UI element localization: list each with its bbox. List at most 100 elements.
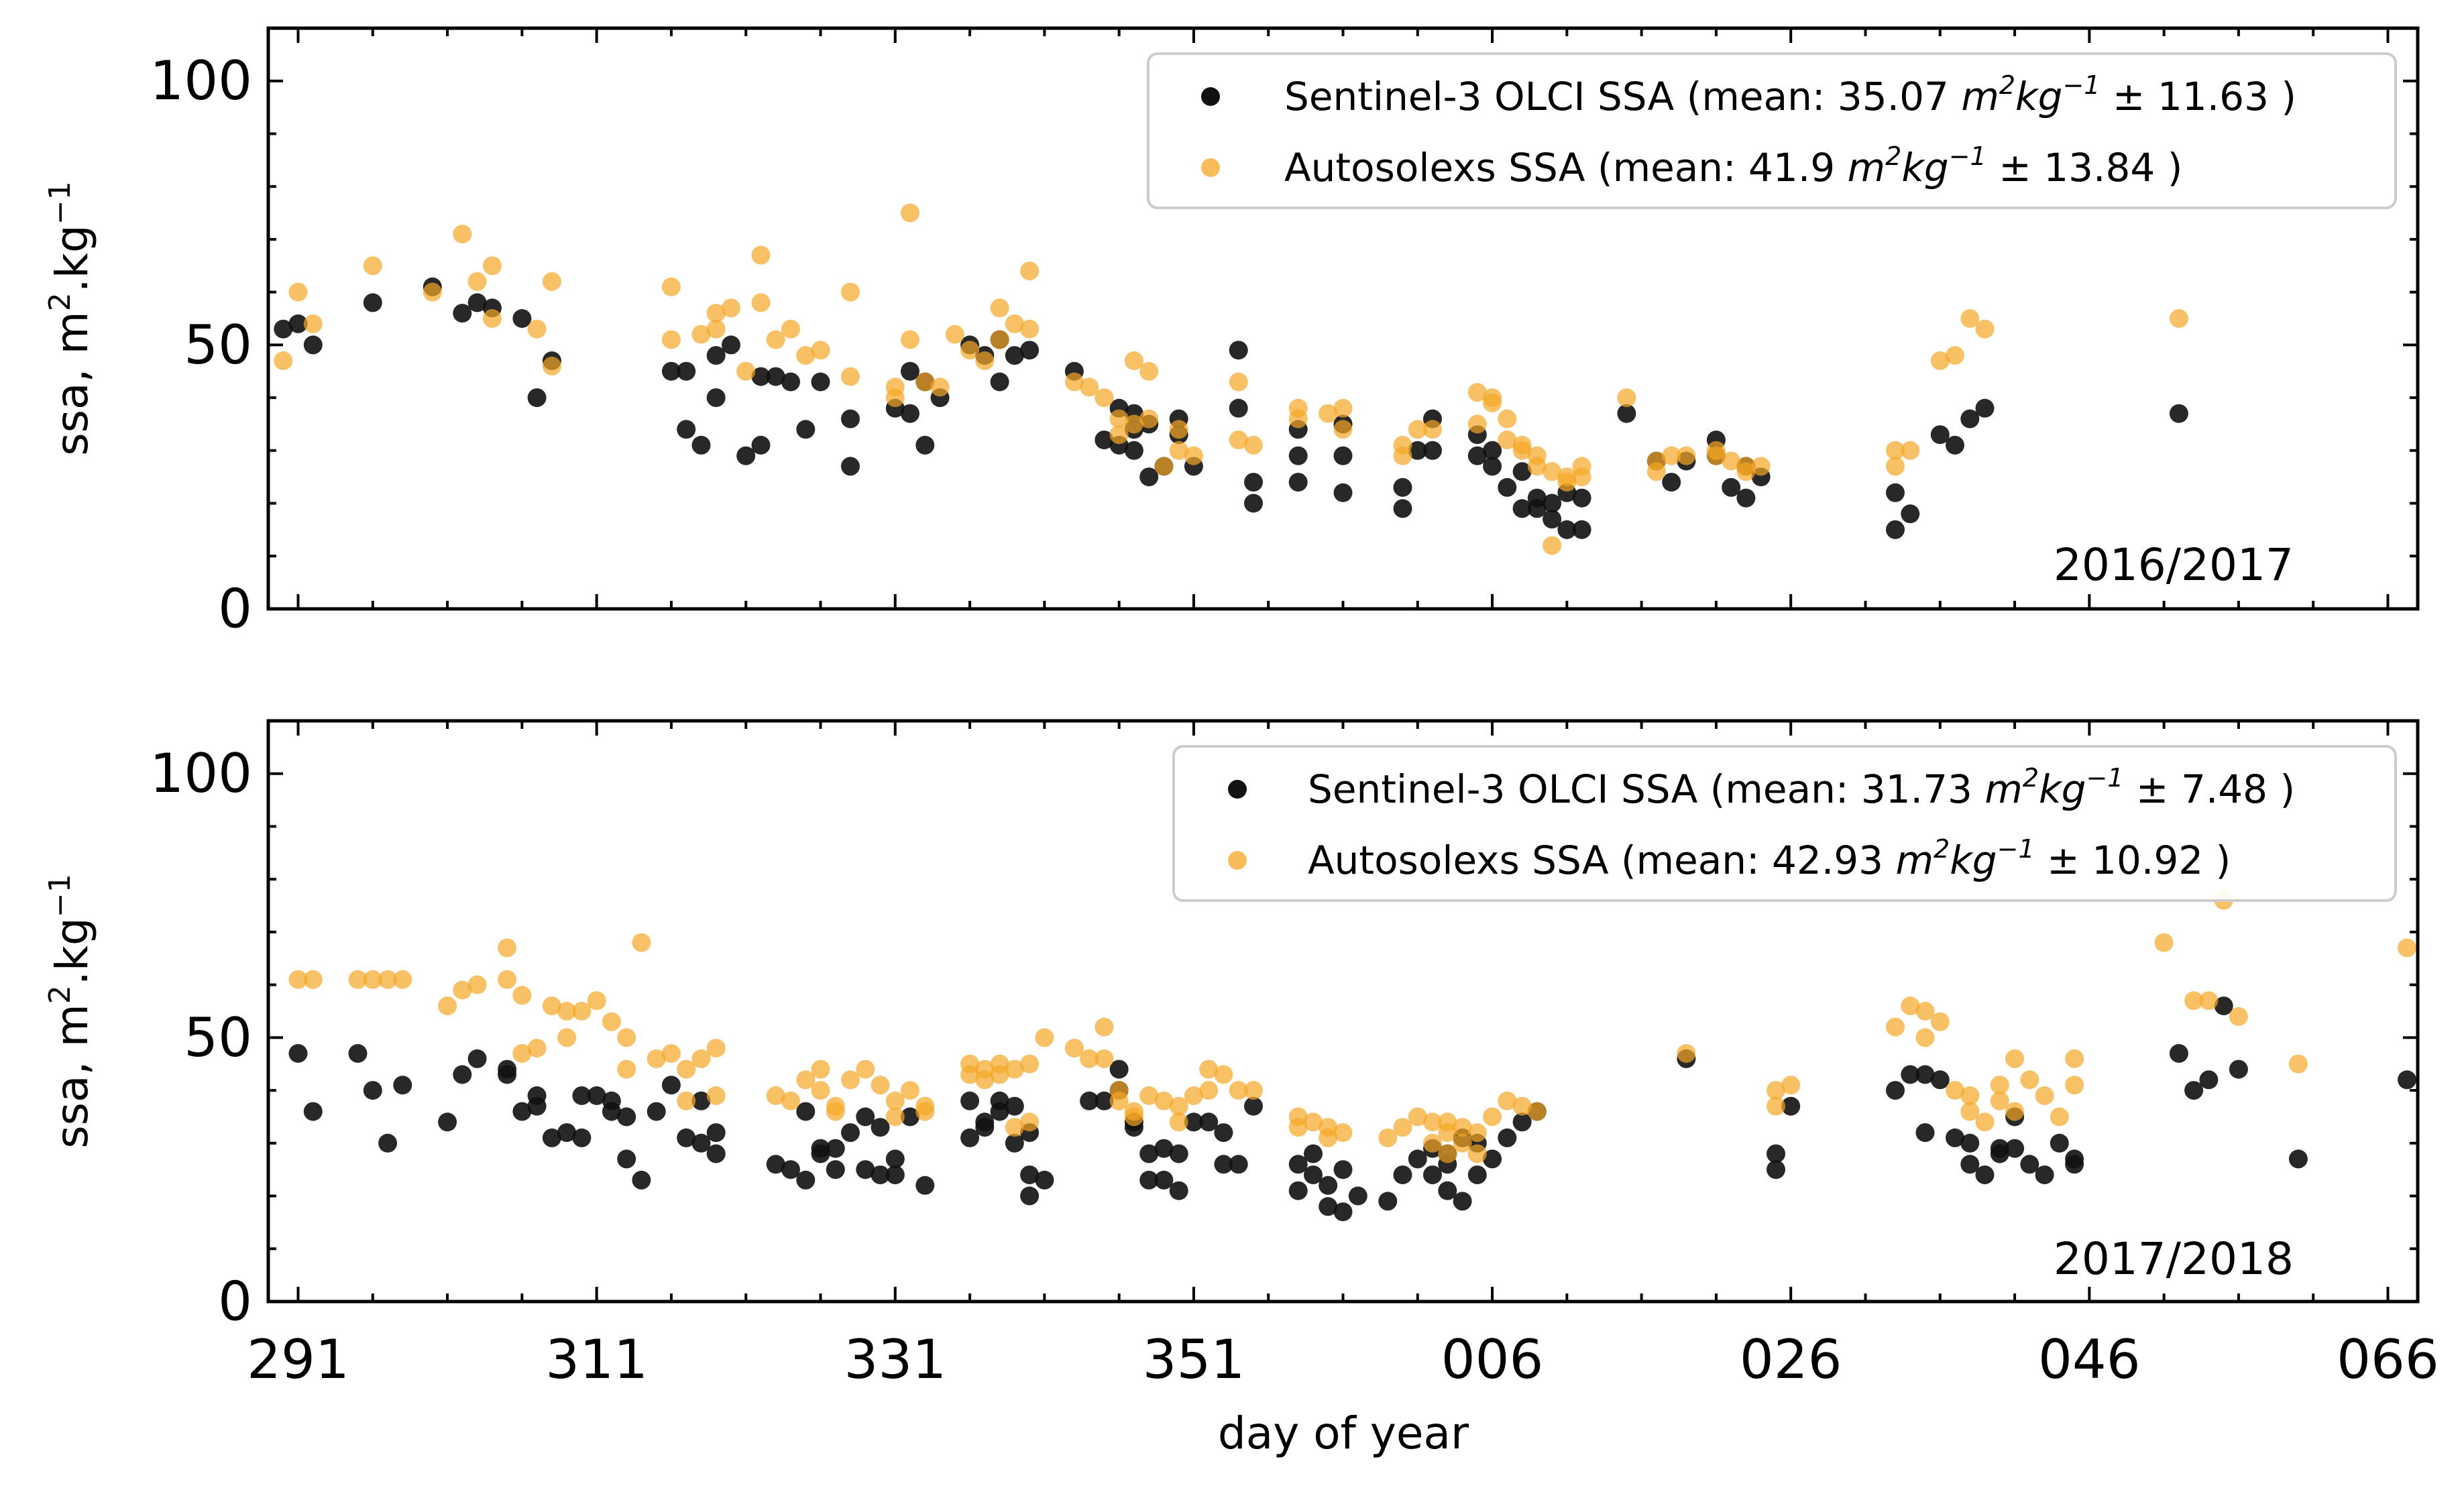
top-legend: Sentinel-3 OLCI SSA (mean: 35.07 m2kg−1 …: [1147, 52, 2397, 209]
bottom-point-sentinel: [467, 1049, 487, 1068]
bottom-point-sentinel: [1393, 1165, 1412, 1185]
top-point-sentinel: [736, 446, 756, 465]
top-point-sentinel: [1527, 499, 1547, 518]
top-point-sentinel: [1498, 477, 1517, 497]
top-point-autosolexs: [945, 325, 964, 344]
bottom-point-sentinel: [2169, 1044, 2188, 1063]
bottom-point-sentinel: [617, 1149, 636, 1169]
top-point-sentinel: [1512, 462, 1532, 481]
bottom-point-sentinel: [1767, 1160, 1785, 1179]
top-point-autosolexs: [1886, 457, 1905, 476]
bottom-point-sentinel: [1169, 1181, 1188, 1200]
bottom-point-autosolexs: [363, 970, 382, 989]
bottom-point-sentinel: [288, 1044, 308, 1063]
top-point-sentinel: [1617, 404, 1636, 423]
top-point-sentinel: [691, 435, 711, 455]
bottom-point-autosolexs: [453, 980, 472, 1000]
bottom-point-autosolexs: [1095, 1017, 1114, 1037]
bottom-point-autosolexs: [2065, 1049, 2084, 1068]
bottom-point-sentinel: [348, 1044, 368, 1063]
bottom-point-autosolexs: [1467, 1123, 1487, 1143]
top-point-autosolexs: [1467, 383, 1487, 402]
bottom-point-autosolexs: [1199, 1059, 1219, 1079]
top-point-autosolexs: [990, 298, 1009, 318]
bottom-point-sentinel: [781, 1160, 800, 1179]
bottom-point-autosolexs: [647, 1049, 666, 1068]
top-point-sentinel: [1960, 409, 1980, 428]
bottom-point-autosolexs: [1767, 1081, 1785, 1100]
top-point-autosolexs: [661, 330, 681, 349]
bottom-xtick-label: 291: [247, 1328, 349, 1391]
bottom-point-sentinel: [1467, 1165, 1487, 1185]
top-point-sentinel: [1483, 441, 1502, 460]
bottom-legend-label-autosolexs: Autosolexs SSA (mean: 42.93 m2kg−1 ± 10.…: [1308, 834, 2231, 883]
bottom-point-autosolexs: [1467, 1144, 1487, 1163]
bottom-point-autosolexs: [885, 1107, 905, 1127]
top-point-sentinel: [453, 304, 472, 323]
bottom-xtick-label: 311: [545, 1328, 648, 1391]
bottom-point-autosolexs: [1169, 1112, 1188, 1132]
bottom-point-sentinel: [1930, 1070, 1950, 1090]
bottom-point-sentinel: [1333, 1202, 1353, 1222]
top-point-autosolexs: [1557, 473, 1577, 492]
bottom-point-sentinel: [1288, 1181, 1308, 1200]
top-point-autosolexs: [1020, 319, 1040, 339]
top-point-autosolexs: [841, 282, 860, 302]
top-point-sentinel: [527, 388, 547, 408]
bottom-point-autosolexs: [602, 1012, 621, 1031]
bottom-point-sentinel: [691, 1133, 711, 1153]
bottom-y-axis-label: ssa, m2.kg−1: [43, 874, 98, 1148]
bottom-point-autosolexs: [1915, 1028, 1935, 1047]
bottom-point-autosolexs: [1498, 1091, 1517, 1110]
bottom-point-autosolexs: [1005, 1118, 1024, 1137]
top-point-autosolexs: [1124, 414, 1143, 434]
top-point-sentinel: [1333, 483, 1353, 502]
bottom-point-sentinel: [1169, 1144, 1188, 1163]
bottom-point-autosolexs: [2229, 1006, 2248, 1026]
top-point-autosolexs: [2169, 309, 2188, 328]
bottom-point-sentinel: [841, 1123, 860, 1143]
top-point-autosolexs: [1169, 441, 1188, 460]
bottom-point-sentinel: [2050, 1133, 2069, 1153]
bottom-point-autosolexs: [2005, 1049, 2025, 1068]
top-point-autosolexs: [1139, 361, 1159, 381]
bottom-point-sentinel: [1512, 1112, 1532, 1132]
bottom-point-autosolexs: [1677, 1044, 1696, 1063]
bottom-point-sentinel: [498, 1065, 517, 1084]
bottom-point-sentinel: [990, 1091, 1009, 1110]
top-point-autosolexs: [482, 309, 502, 328]
bottom-point-sentinel: [1288, 1155, 1308, 1174]
bottom-point-sentinel: [1886, 1081, 1905, 1100]
bottom-point-sentinel: [1333, 1160, 1353, 1179]
top-point-autosolexs: [1080, 378, 1099, 397]
top-point-autosolexs: [274, 351, 293, 370]
bottom-point-sentinel: [1095, 1091, 1114, 1110]
top-point-autosolexs: [1512, 435, 1532, 455]
top-point-sentinel: [1662, 473, 1681, 492]
top-point-autosolexs: [453, 225, 472, 243]
top-point-autosolexs: [1064, 372, 1084, 392]
bottom-point-sentinel: [826, 1160, 845, 1179]
bottom-point-sentinel: [1498, 1128, 1517, 1147]
bottom-point-sentinel: [811, 1139, 830, 1158]
bottom-point-sentinel: [1214, 1123, 1233, 1143]
bottom-point-sentinel: [557, 1123, 577, 1143]
bottom-point-autosolexs: [1990, 1091, 2009, 1110]
bottom-point-autosolexs: [1990, 1076, 2009, 1095]
top-point-autosolexs: [1467, 414, 1487, 434]
bottom-point-autosolexs: [1080, 1049, 1099, 1068]
top-point-autosolexs: [706, 319, 726, 339]
bottom-point-sentinel: [453, 1065, 472, 1084]
bottom-point-sentinel: [1408, 1149, 1427, 1169]
bottom-point-autosolexs: [1333, 1123, 1353, 1143]
bottom-xtick-label: 351: [1143, 1328, 1245, 1391]
bottom-point-autosolexs: [1229, 1081, 1248, 1100]
bottom-point-sentinel: [1184, 1112, 1203, 1132]
top-point-sentinel: [363, 293, 382, 312]
top-point-autosolexs: [288, 282, 308, 302]
bottom-point-autosolexs: [1304, 1112, 1323, 1132]
bottom-point-sentinel: [393, 1076, 412, 1095]
bottom-point-autosolexs: [2020, 1070, 2039, 1090]
top-point-autosolexs: [661, 277, 681, 296]
bottom-point-sentinel: [706, 1144, 726, 1163]
